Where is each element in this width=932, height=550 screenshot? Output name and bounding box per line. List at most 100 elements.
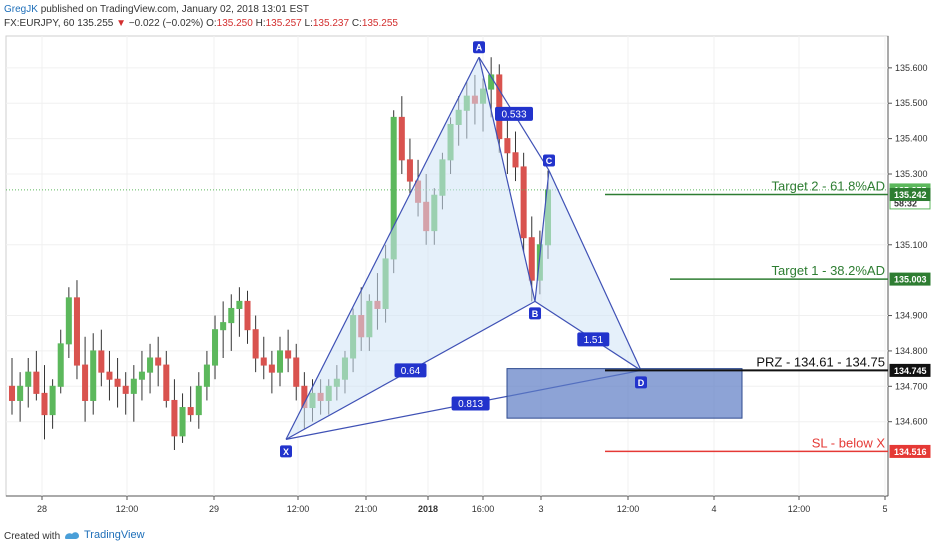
point-x-badge[interactable] [280,445,292,458]
candle-body[interactable] [398,116,405,161]
candle-body[interactable] [285,350,292,359]
candle-body[interactable] [520,166,527,239]
ratio-label: 0.64 [401,366,421,377]
candle-body[interactable] [171,399,178,437]
candle-body[interactable] [228,307,235,324]
ratio-label: 0.813 [458,399,483,410]
candle-body[interactable] [276,350,284,373]
candle-body[interactable] [138,371,145,380]
candle-body[interactable] [195,385,202,416]
ratio-label: 0.533 [501,109,526,120]
ohlc-legend: FX:EURJPY, 60 135.255 ▼ −0.022 (−0.02%) … [4,18,398,29]
pattern-triangle-bcd [535,170,641,371]
x-tick-label: 5 [882,504,887,514]
point-d-badge[interactable] [635,376,647,389]
candle-body[interactable] [33,371,40,394]
high-value: 135.257 [265,18,302,29]
close-label: C: [351,18,362,29]
candle-body[interactable] [187,407,194,416]
ratio-badge [577,332,610,347]
candle-body[interactable] [496,74,503,140]
candle-body[interactable] [406,159,413,182]
pattern-triangle-xab [286,57,535,440]
x-tick-label: 3 [538,504,543,514]
x-tick-label: 21:00 [355,504,378,514]
candle-body[interactable] [163,364,170,401]
candle-body[interactable] [130,378,137,394]
author-link[interactable]: GregJK [4,4,38,15]
x-tick-label: 28 [37,504,47,514]
candle-body[interactable] [106,371,113,380]
y-tick-label: 135.600 [895,63,928,73]
candle-body[interactable] [220,322,227,331]
price-tag [889,272,931,286]
candle-body[interactable] [212,329,219,366]
published-text: published on TradingView.com, January 02… [40,4,310,15]
leg-xa [285,56,480,440]
point-c-badge[interactable] [543,154,555,167]
candle-body[interactable] [293,357,300,387]
candle-body[interactable] [73,297,80,366]
candle-body[interactable] [98,350,105,373]
ratio-label: 1.51 [584,335,604,346]
chart-header: GregJK published on TradingView.com, Jan… [0,0,932,34]
symbol-label[interactable]: FX:EURJPY, 60 [4,18,75,29]
candle-body[interactable] [41,392,48,416]
candle-body[interactable] [147,357,154,373]
candle-body[interactable] [90,350,97,401]
x-tick-label: 12:00 [617,504,640,514]
price-tag-label: 135.003 [894,275,927,285]
price-tag [889,444,931,458]
candle-body[interactable] [57,343,64,387]
candle-body[interactable] [244,300,251,331]
candle-body[interactable] [179,407,186,437]
x-tick-label: 12:00 [788,504,811,514]
low-value: 135.237 [312,18,350,29]
y-tick-label: 135.500 [895,98,928,108]
low-label: L: [304,18,313,29]
prz-zone-box[interactable] [506,368,743,419]
high-label: H: [255,18,266,29]
candle-body[interactable] [236,300,243,309]
tradingview-link[interactable]: TradingView [64,529,145,541]
x-tick-label: 4 [711,504,716,514]
candle-body[interactable] [25,371,32,387]
point-d-label: D [638,378,645,388]
prz-line-label: PRZ - 134.61 - 134.75 [756,354,885,369]
point-a-badge[interactable] [473,41,485,54]
candle-body[interactable] [8,385,16,401]
price-tag-label: 135.242 [894,190,927,200]
candle-body[interactable] [260,357,267,366]
change-value: −0.022 (−0.02%) [128,18,204,29]
candle-body[interactable] [17,385,24,401]
candle-body[interactable] [268,364,275,373]
candle-body[interactable] [252,329,259,359]
stop-loss-line-label: SL - below X [812,435,886,450]
candle-body[interactable] [65,297,72,345]
candle-body[interactable] [203,364,210,387]
ratio-badge [451,396,490,411]
price-tag-label: 58:32 [894,198,917,208]
candle-body[interactable] [512,152,519,168]
point-b-badge[interactable] [529,307,541,320]
x-tick-label: 12:00 [287,504,310,514]
ratio-badge [495,106,533,121]
candle-body[interactable] [82,364,89,401]
candle-body[interactable] [155,357,162,366]
candle-body[interactable] [528,237,535,281]
publish-info: GregJK published on TradingView.com, Jan… [4,4,309,15]
candle-body[interactable] [49,385,56,416]
target-2-line-label: Target 2 - 61.8%AD [772,179,885,194]
candle-body[interactable] [504,138,511,154]
x-tick-label: 12:00 [116,504,139,514]
candle-body[interactable] [122,385,129,394]
y-tick-label: 134.900 [895,311,928,321]
candle-body[interactable] [114,378,121,387]
tradingview-brand: TradingView [84,529,145,541]
leg-bc [534,170,550,302]
open-value: 135.250 [216,18,253,29]
leg-ab [478,57,536,302]
point-a-label: A [476,43,483,53]
price-chart[interactable]: 28 12:00 29 12:00 21:00 2018 16:00 3 12:00 4 12:00… [0,0,932,524]
y-tick-label: 135.300 [895,169,928,179]
